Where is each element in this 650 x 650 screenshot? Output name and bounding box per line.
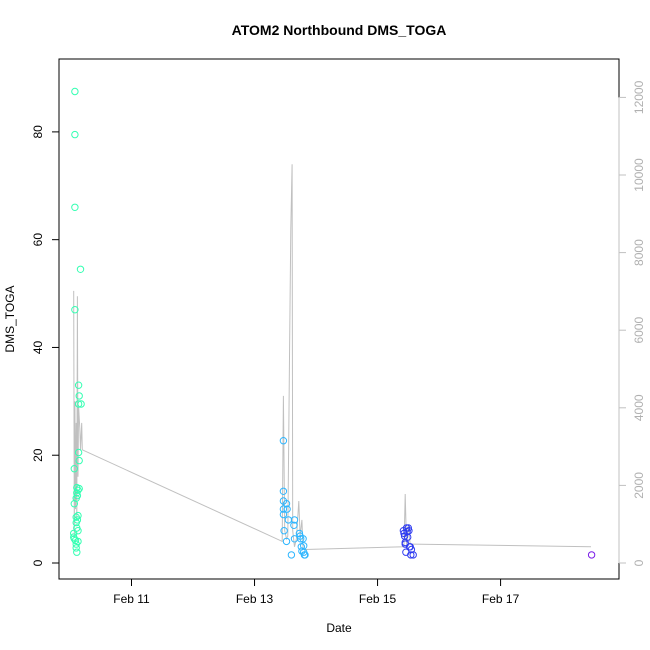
data-point: [283, 505, 291, 513]
data-point: [71, 87, 79, 96]
x-tick-label: Feb 15: [359, 592, 397, 606]
y-tick-label: 40: [31, 340, 45, 354]
data-point: [587, 551, 596, 559]
right-axis-tick-label: 12000: [632, 80, 646, 114]
data-point: [73, 491, 82, 500]
data-point: [74, 511, 82, 520]
data-point: [76, 265, 85, 273]
data-point: [301, 551, 309, 559]
data-point: [279, 487, 288, 495]
data-point: [279, 505, 288, 513]
right-axis-tick-label: 4000: [632, 394, 646, 421]
right-axis-tick-label: 2000: [632, 472, 646, 499]
data-point: [282, 500, 291, 508]
right-axis-tick-label: 8000: [632, 239, 646, 266]
data-point: [73, 548, 81, 556]
y-tick-label: 60: [31, 233, 45, 247]
data-point: [287, 551, 296, 559]
y-axis: 0 20 40 60 80: [31, 125, 60, 566]
right-axis-tick-label: 6000: [632, 317, 646, 344]
data-point: [401, 538, 409, 547]
data-point: [279, 510, 288, 519]
data-point: [409, 551, 417, 559]
points-layer: [70, 87, 596, 559]
data-point: [403, 528, 411, 536]
data-point: [74, 381, 83, 389]
right-axis-tick-label: 10000: [632, 158, 646, 192]
chart-title: ATOM2 Northbound DMS_TOGA: [232, 22, 447, 38]
right-axis: 0 2000 4000 6000 8000 10000 12000: [618, 80, 646, 566]
x-tick-label: Feb 17: [482, 592, 520, 606]
data-point: [290, 521, 298, 529]
x-tick-label: Feb 13: [236, 592, 274, 606]
data-point: [74, 448, 83, 457]
data-point: [297, 535, 305, 543]
data-point: [282, 537, 291, 546]
data-point: [290, 516, 299, 524]
y-axis-label: DMS_TOGA: [3, 285, 17, 352]
data-point: [70, 535, 79, 543]
data-point: [407, 551, 415, 559]
data-point: [280, 527, 288, 535]
data-point: [75, 456, 83, 465]
data-point: [70, 465, 79, 473]
data-point: [75, 484, 83, 493]
y-tick-label: 0: [31, 559, 45, 566]
data-point: [71, 306, 79, 314]
data-point: [299, 535, 307, 543]
data-point: [71, 203, 79, 212]
secondary-series-line: [73, 164, 592, 550]
plot-frame: [58, 58, 620, 580]
data-point: [404, 524, 412, 532]
secondary-line-layer: [73, 164, 592, 550]
data-point: [407, 545, 416, 554]
data-point: [74, 400, 83, 408]
data-point: [74, 537, 82, 546]
y-tick-label: 20: [31, 448, 45, 462]
x-axis: Feb 11 Feb 13 Feb 15 Feb 17: [113, 578, 520, 606]
data-point: [74, 527, 82, 535]
x-axis-label: Date: [326, 621, 352, 635]
data-point: [72, 544, 80, 552]
data-point: [71, 130, 79, 139]
data-point: [279, 437, 288, 445]
right-axis-tick-label: 0: [632, 559, 646, 566]
x-tick-label: Feb 11: [113, 592, 150, 606]
data-point: [405, 527, 413, 535]
y-tick-label: 80: [31, 125, 45, 139]
data-point: [75, 392, 83, 400]
data-point: [74, 486, 82, 494]
data-point: [73, 516, 82, 524]
data-point: [77, 400, 85, 408]
